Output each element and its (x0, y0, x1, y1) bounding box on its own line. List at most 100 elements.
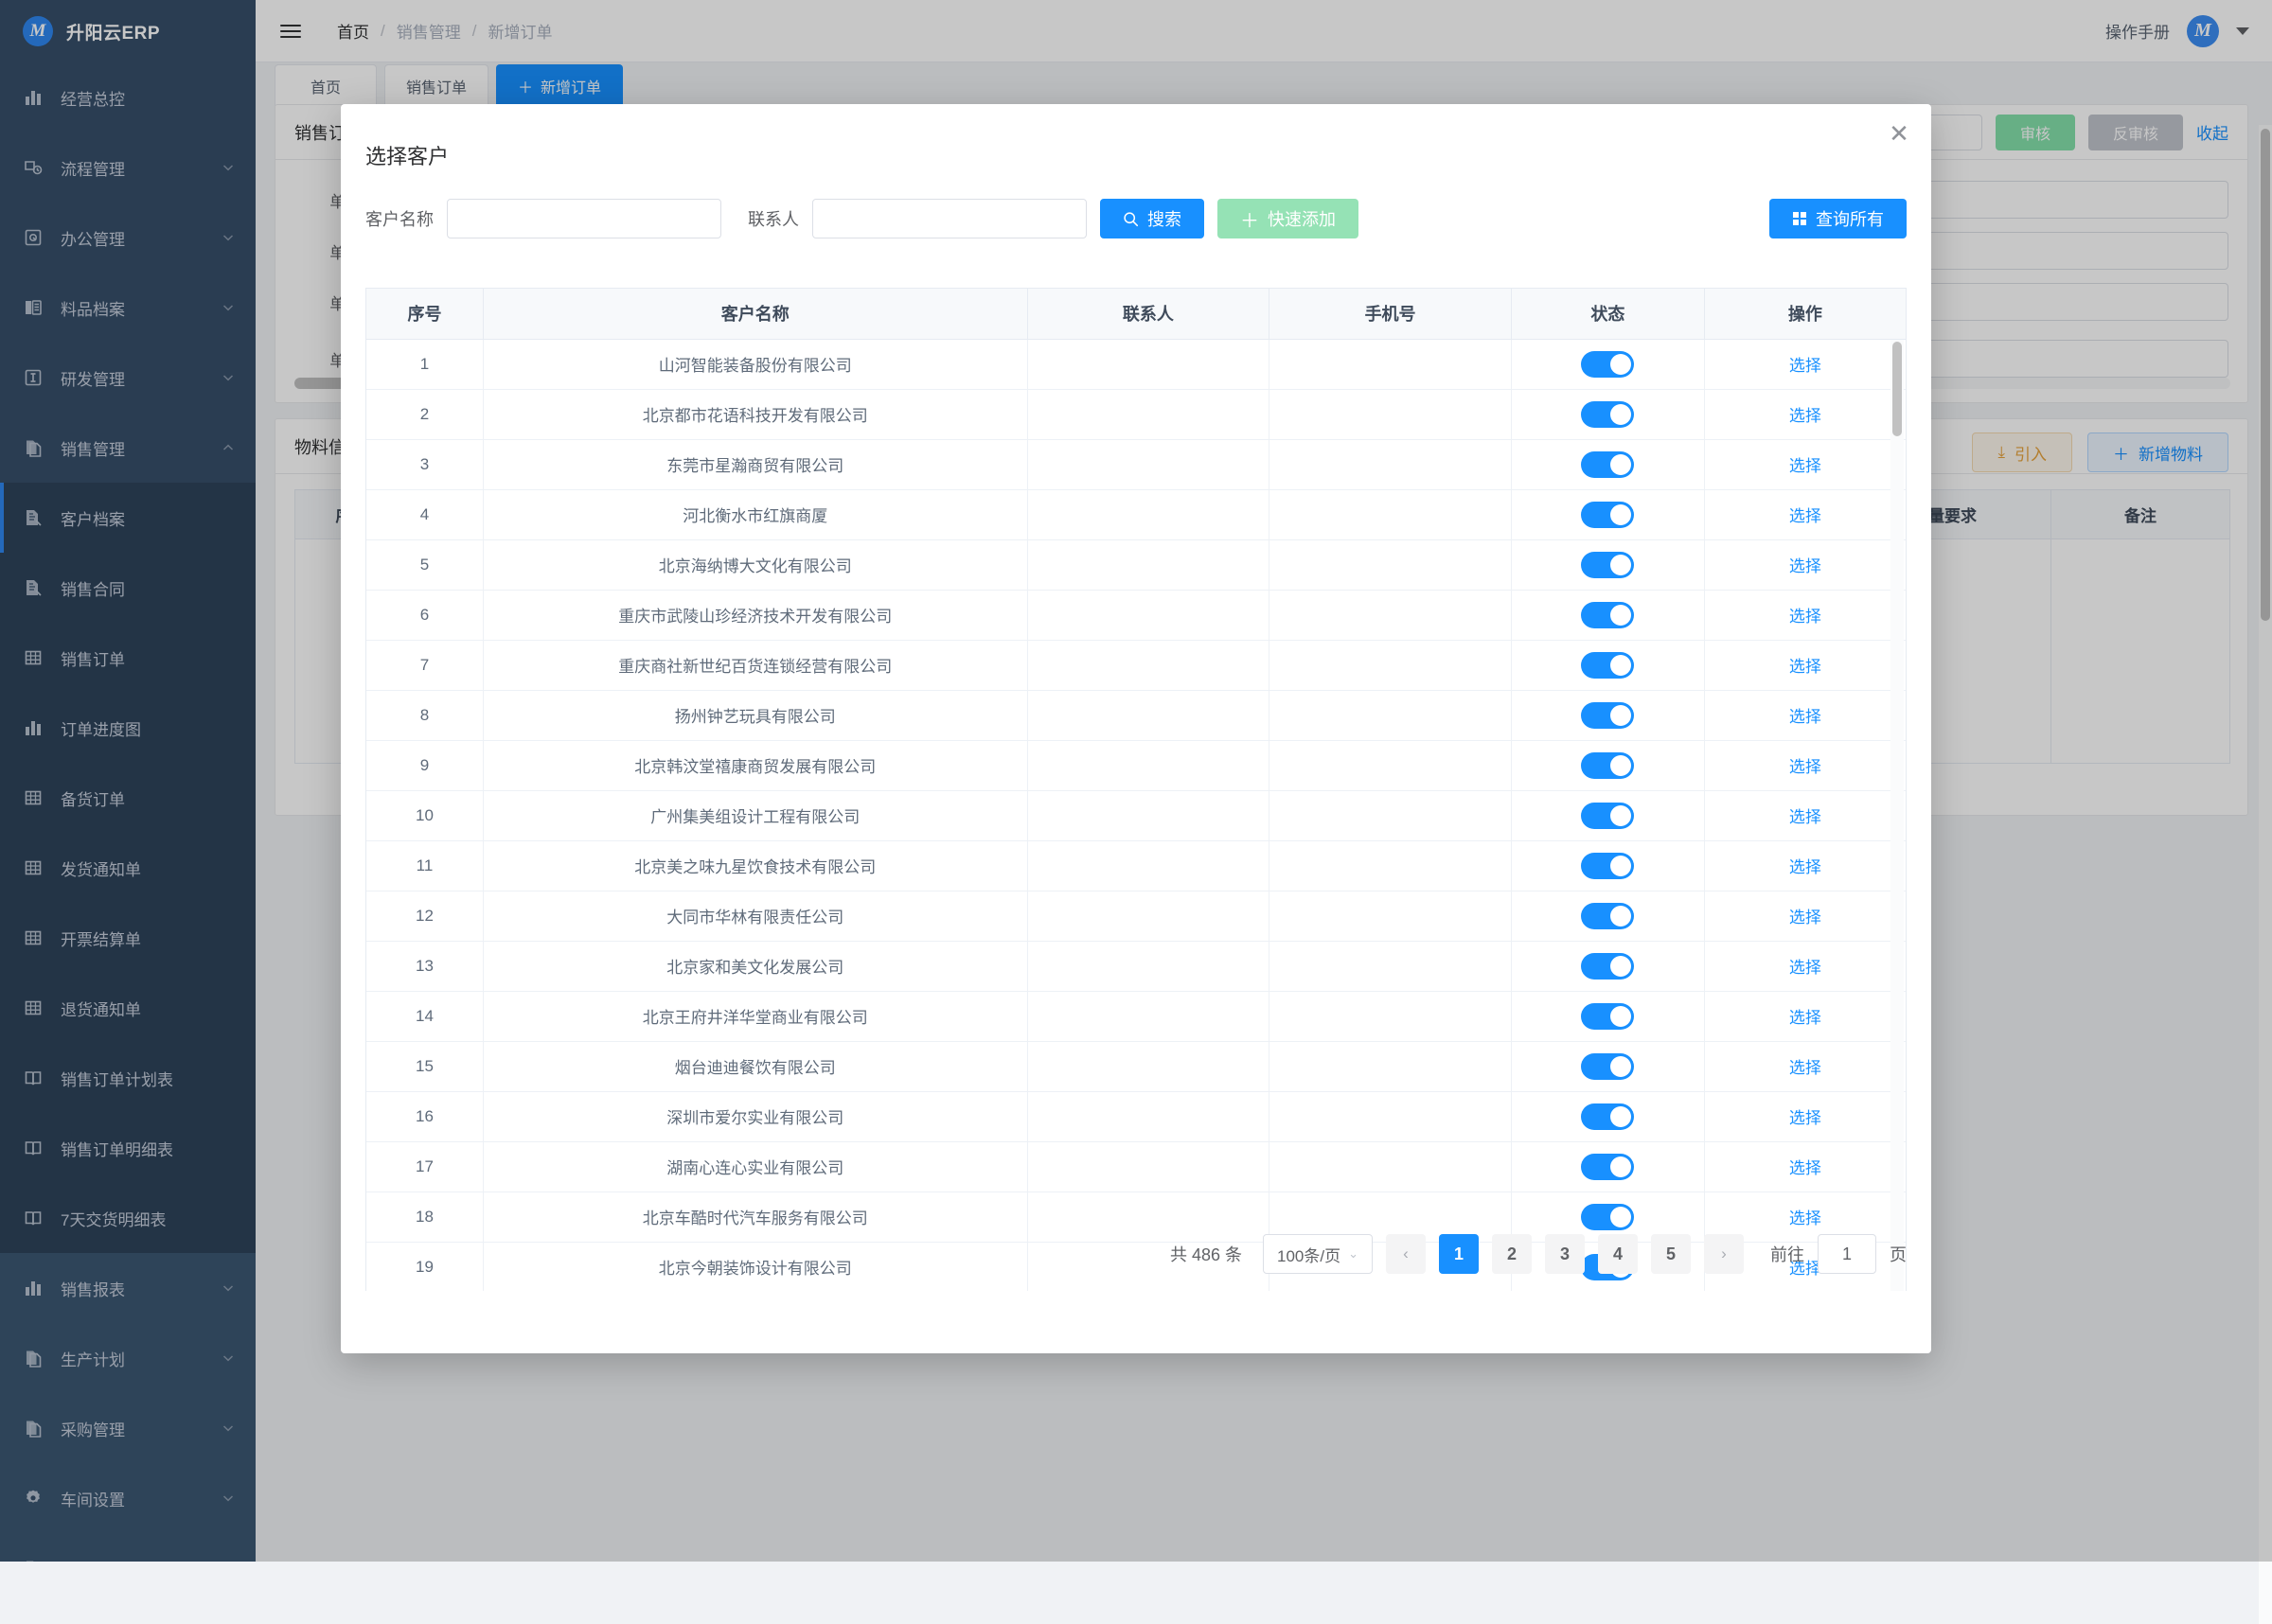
status-toggle[interactable] (1581, 502, 1634, 528)
cell-name: 北京都市花语科技开发有限公司 (484, 389, 1028, 439)
select-link[interactable]: 选择 (1789, 758, 1821, 776)
cell-status (1511, 991, 1704, 1041)
col-contact: 联系人 (1027, 289, 1269, 339)
cell-action: 选择 (1704, 891, 1906, 941)
cell-index: 15 (366, 1041, 484, 1091)
select-link[interactable]: 选择 (1789, 507, 1821, 525)
search-icon (1123, 211, 1139, 227)
contact-input[interactable] (812, 199, 1087, 238)
status-toggle[interactable] (1581, 1053, 1634, 1080)
customer-table-scrollbar[interactable] (1890, 340, 1904, 1291)
status-toggle[interactable] (1581, 652, 1634, 679)
status-toggle[interactable] (1581, 803, 1634, 829)
search-button[interactable]: 搜索 (1100, 199, 1204, 238)
select-link[interactable]: 选择 (1789, 407, 1821, 425)
status-toggle[interactable] (1581, 702, 1634, 729)
select-link[interactable]: 选择 (1789, 1209, 1821, 1227)
page-button-5[interactable]: 5 (1651, 1234, 1691, 1274)
cell-index: 2 (366, 389, 484, 439)
cell-name: 扬州钟艺玩具有限公司 (484, 690, 1028, 740)
cell-phone (1269, 941, 1512, 991)
select-link[interactable]: 选择 (1789, 808, 1821, 826)
col-action: 操作 (1704, 289, 1906, 339)
cell-phone (1269, 840, 1512, 891)
cell-contact (1027, 740, 1269, 790)
status-toggle[interactable] (1581, 1154, 1634, 1180)
cell-status (1511, 539, 1704, 590)
page-size-select[interactable]: 100条/页 ⌄ (1263, 1234, 1373, 1274)
page-button-3[interactable]: 3 (1545, 1234, 1585, 1274)
close-icon[interactable]: ✕ (1886, 121, 1912, 148)
next-page-button[interactable]: › (1704, 1234, 1744, 1274)
plus-icon: ＋ (1240, 205, 1259, 233)
cell-status (1511, 389, 1704, 439)
prev-page-button[interactable]: ‹ (1386, 1234, 1426, 1274)
status-toggle[interactable] (1581, 602, 1634, 628)
status-toggle[interactable] (1581, 451, 1634, 478)
select-link[interactable]: 选择 (1789, 858, 1821, 876)
cell-contact (1027, 389, 1269, 439)
select-link[interactable]: 选择 (1789, 357, 1821, 375)
goto-page-input[interactable] (1818, 1234, 1876, 1274)
page-button-1[interactable]: 1 (1439, 1234, 1479, 1274)
status-toggle[interactable] (1581, 401, 1634, 428)
cell-name: 深圳市爱尔实业有限公司 (484, 1091, 1028, 1141)
cell-action: 选择 (1704, 590, 1906, 640)
select-link[interactable]: 选择 (1789, 959, 1821, 977)
select-link[interactable]: 选择 (1789, 1009, 1821, 1027)
select-link[interactable]: 选择 (1789, 1109, 1821, 1127)
status-toggle[interactable] (1581, 953, 1634, 980)
cell-index: 4 (366, 489, 484, 539)
select-link[interactable]: 选择 (1789, 608, 1821, 626)
query-all-button[interactable]: 查询所有 (1769, 199, 1907, 238)
query-all-label: 查询所有 (1816, 206, 1884, 231)
cell-name: 重庆市武陵山珍经济技术开发有限公司 (484, 590, 1028, 640)
select-link[interactable]: 选择 (1789, 1159, 1821, 1177)
status-toggle[interactable] (1581, 552, 1634, 578)
page-button-2[interactable]: 2 (1492, 1234, 1532, 1274)
select-link[interactable]: 选择 (1789, 457, 1821, 475)
cell-action: 选择 (1704, 941, 1906, 991)
cell-contact (1027, 790, 1269, 840)
customer-name-input[interactable] (447, 199, 721, 238)
cell-action: 选择 (1704, 489, 1906, 539)
cell-action: 选择 (1704, 991, 1906, 1041)
select-link[interactable]: 选择 (1789, 658, 1821, 676)
cell-index: 9 (366, 740, 484, 790)
select-link[interactable]: 选择 (1789, 1059, 1821, 1077)
cell-status (1511, 941, 1704, 991)
status-toggle[interactable] (1581, 351, 1634, 378)
page-button-4[interactable]: 4 (1598, 1234, 1638, 1274)
cell-phone (1269, 590, 1512, 640)
status-toggle[interactable] (1581, 1204, 1634, 1230)
status-toggle[interactable] (1581, 1103, 1634, 1130)
select-link[interactable]: 选择 (1789, 909, 1821, 927)
cell-status (1511, 640, 1704, 690)
status-toggle[interactable] (1581, 903, 1634, 929)
chevron-down-icon: ⌄ (1348, 1246, 1358, 1262)
select-link[interactable]: 选择 (1789, 557, 1821, 575)
status-toggle[interactable] (1581, 853, 1634, 879)
quick-add-button[interactable]: ＋ 快速添加 (1217, 199, 1358, 238)
status-toggle[interactable] (1581, 1003, 1634, 1030)
select-link[interactable]: 选择 (1789, 708, 1821, 726)
status-toggle[interactable] (1581, 752, 1634, 779)
